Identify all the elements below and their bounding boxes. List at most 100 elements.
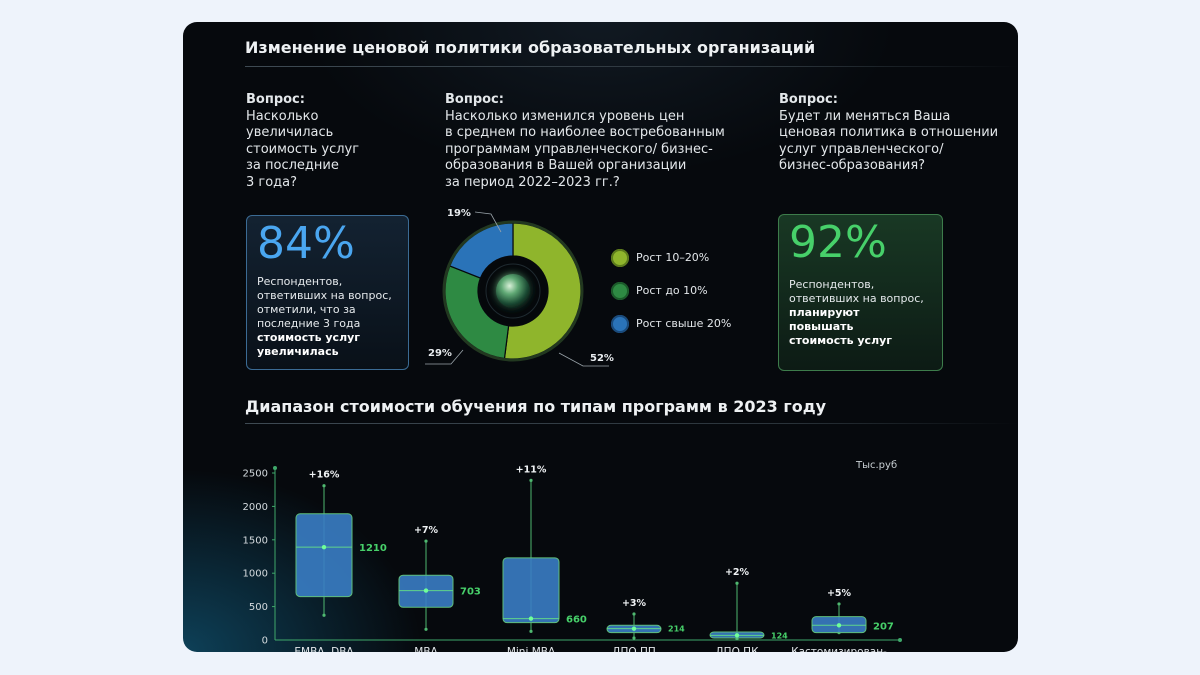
- stat-line-bold: повышать: [789, 320, 854, 333]
- box: [502, 557, 560, 624]
- y-tick-label: 1500: [243, 535, 268, 546]
- box-group: 703 +7% MBA: [398, 525, 481, 652]
- donut-glow-ring: [442, 220, 584, 362]
- box-plot-chart: 0 500 1000 1500 2000 2500 1210 +16% EMBA, DBA 70…: [243, 460, 902, 652]
- value-label: 703: [460, 587, 481, 598]
- change-label: +2%: [725, 567, 750, 578]
- stat-line: ответивших на вопрос,: [789, 292, 924, 305]
- box: [295, 513, 353, 598]
- question-3-line: услуг управленческого/: [779, 141, 944, 157]
- box-group: 214 +3% ДПО ПП: [606, 598, 685, 652]
- page-title: Изменение ценовой политики образовательн…: [245, 38, 816, 57]
- stat-line: Респондентов,: [257, 275, 343, 288]
- change-label: +3%: [622, 598, 647, 609]
- slice-label-52: 52%: [590, 353, 614, 364]
- y-tick-label: 0: [262, 636, 268, 647]
- question-2-head: Вопрос:: [445, 92, 504, 107]
- stat-value-84: 84%: [257, 218, 355, 269]
- value-label: 207: [873, 621, 894, 632]
- whisker-cap: [322, 613, 326, 617]
- question-1-line: 3 года?: [246, 174, 298, 190]
- change-label: +11%: [516, 464, 547, 475]
- stat-line: Респондентов,: [789, 278, 875, 291]
- stat-line-bold: стоимость услуг: [789, 334, 893, 347]
- whisker-cap: [322, 484, 326, 488]
- y-tick-label: 2500: [243, 469, 268, 480]
- legend-label: Рост 10–20%: [636, 251, 710, 264]
- legend-label: Рост до 10%: [636, 284, 708, 297]
- leader-line-52: [558, 352, 609, 367]
- median-dot: [423, 588, 429, 593]
- leader-line-19: [474, 211, 502, 233]
- question-3-head: Вопрос:: [779, 92, 838, 107]
- leader-line-29: [425, 349, 464, 365]
- value-label: 660: [566, 615, 587, 626]
- median-dot: [631, 626, 637, 631]
- question-1-head: Вопрос:: [246, 92, 305, 107]
- whisker-cap: [424, 627, 428, 631]
- question-2-line: за период 2022–2023 гг.?: [445, 174, 620, 190]
- whisker-cap: [632, 636, 636, 640]
- donut-slice: [503, 222, 582, 360]
- box-group: 660 +11% Mini MBA: [502, 464, 587, 652]
- whisker-cap: [632, 612, 636, 616]
- value-label: 124: [771, 631, 788, 640]
- question-3-line: бизнес-образования?: [779, 158, 926, 173]
- value-label: 1210: [359, 543, 387, 554]
- median-dot: [836, 623, 842, 628]
- y-axis-end: [273, 466, 277, 470]
- question-2-line: программам управленческого/ бизнес-: [445, 141, 713, 157]
- box-group: 124 +2% ДПО ПК: [709, 567, 788, 652]
- question-2-line: образования в Вашей организации: [445, 158, 687, 173]
- donut-inner-ring: [485, 263, 541, 319]
- whisker-cap: [529, 629, 533, 633]
- legend-swatch-growth-over-20: [611, 315, 629, 333]
- question-1-line: стоимость услуг: [246, 141, 360, 157]
- stat-description: Респондентов, ответивших на вопрос, план…: [789, 278, 932, 348]
- question-3: Вопрос: Будет ли меняться Ваша ценовая п…: [779, 92, 998, 175]
- stat-line-bold: планируют: [789, 306, 860, 319]
- category-label: MBA: [414, 646, 438, 652]
- question-1: Вопрос: Насколько увеличилась стоимость …: [246, 92, 359, 191]
- category-label: Кастомизирован-: [791, 646, 887, 652]
- whisker-cap: [424, 539, 428, 543]
- question-3-line: ценовая политика в отношении: [779, 125, 999, 140]
- change-label: +16%: [309, 470, 340, 481]
- infographic-card: Изменение ценовой политики образовательн…: [183, 22, 1018, 652]
- change-label: +7%: [414, 525, 439, 536]
- legend-swatch-growth-10-20: [611, 249, 629, 267]
- donut-slice: [448, 222, 514, 279]
- stat-line: отметили, что за: [257, 303, 356, 316]
- legend-label: Рост свыше 20%: [636, 317, 732, 330]
- unit-label: Тыс.руб: [855, 460, 897, 471]
- section-divider: [245, 423, 1018, 424]
- question-2-line: в среднем по наиболее востребованным: [445, 125, 725, 140]
- y-tick-label: 1000: [243, 569, 268, 580]
- median-dot: [528, 616, 534, 621]
- category-label: Mini MBA: [507, 646, 556, 652]
- median-dot: [734, 633, 740, 638]
- slice-label-29: 29%: [428, 348, 452, 359]
- slice-label-19: 19%: [447, 208, 471, 219]
- question-2: Вопрос: Насколько изменился уровень цен …: [445, 92, 725, 191]
- y-tick-label: 2000: [243, 502, 268, 513]
- box-group: 207+5%Кастомизирован-ные программы: [791, 588, 894, 652]
- category-label: ДПО ПП: [612, 646, 656, 652]
- stat-value-92: 92%: [789, 217, 887, 268]
- title-divider: [245, 66, 1018, 67]
- stat-line-bold: увеличилась: [257, 345, 339, 358]
- donut-chart: [442, 220, 584, 362]
- stat-description: Респондентов, ответивших на вопрос, отме…: [257, 275, 398, 359]
- question-1-line: увеличилась: [246, 125, 334, 140]
- stat-box-plan: 92% Респондентов, ответивших на вопрос, …: [778, 214, 943, 371]
- section-title: Диапазон стоимости обучения по типам про…: [245, 397, 827, 416]
- stat-box-increase: 84% Респондентов, ответивших на вопрос, …: [246, 215, 409, 370]
- question-2-line: Насколько изменился уровень цен: [445, 108, 685, 124]
- whisker-cap: [735, 581, 739, 585]
- value-label: 214: [668, 625, 685, 634]
- stat-line: последние 3 года: [257, 317, 361, 330]
- whisker-cap: [529, 478, 533, 482]
- question-1-line: за последние: [246, 158, 339, 173]
- legend-swatch-growth-to-10: [611, 282, 629, 300]
- median-dot: [321, 544, 327, 550]
